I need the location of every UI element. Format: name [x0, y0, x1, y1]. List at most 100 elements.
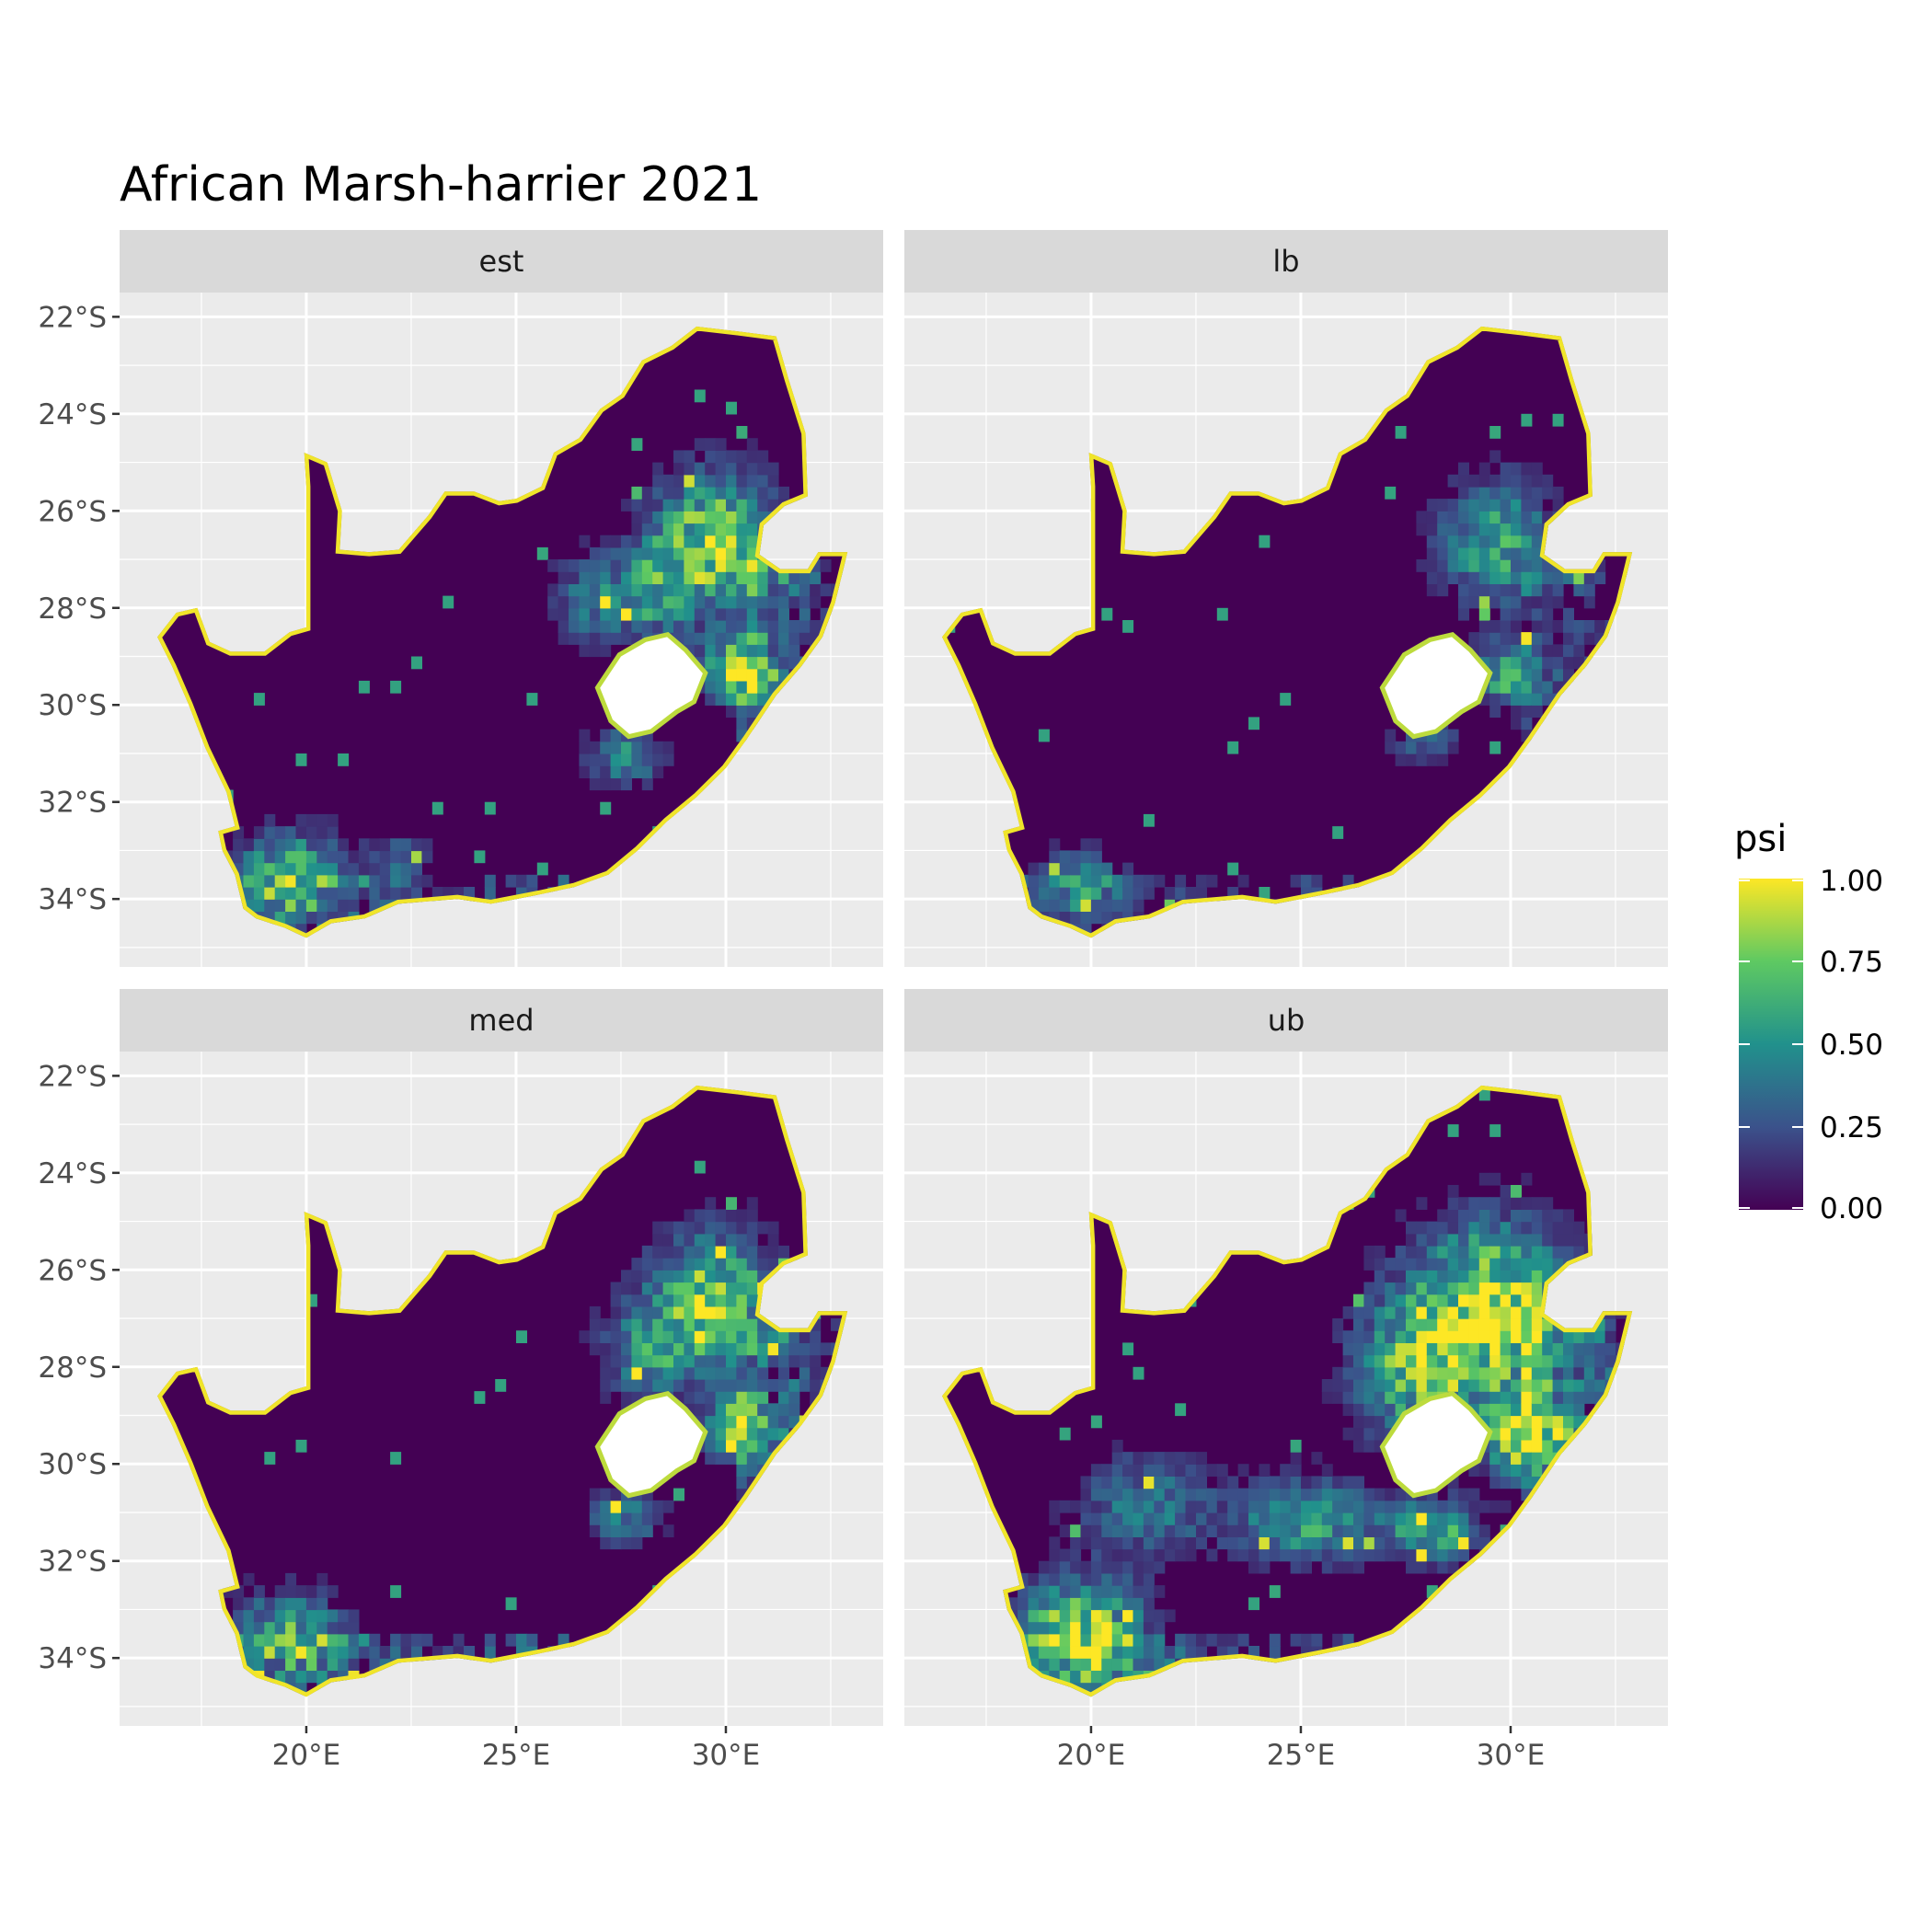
- y-tick-label: 24°S: [38, 1157, 107, 1190]
- raster-cell: [746, 511, 758, 524]
- raster-cell: [316, 1609, 328, 1623]
- raster-cell: [652, 1282, 664, 1295]
- raster-cell: [316, 850, 328, 864]
- raster-cell: [1385, 1524, 1397, 1537]
- raster-cell: [400, 874, 412, 888]
- raster-cell: [715, 1305, 727, 1319]
- raster-cell: [736, 546, 748, 560]
- raster-cell: [788, 644, 800, 658]
- lesotho-hole: [600, 1396, 703, 1493]
- raster-cell: [1531, 1209, 1543, 1223]
- raster-cell: [1478, 1354, 1490, 1368]
- raster-cell: [558, 632, 569, 645]
- raster-cell: [1237, 1524, 1249, 1537]
- raster-cell: [1511, 559, 1522, 572]
- raster-cell: [1573, 644, 1585, 658]
- raster-cell: [631, 1258, 643, 1271]
- raster-cell: [1227, 1500, 1239, 1513]
- raster-cell: [1542, 1391, 1554, 1404]
- raster-cell: [274, 911, 286, 925]
- raster-cell: [684, 583, 696, 597]
- raster-cell: [348, 1609, 360, 1623]
- raster-cell: [327, 838, 339, 852]
- raster-cell: [746, 450, 758, 464]
- raster-cell: [1185, 1536, 1197, 1550]
- raster-cell: [1542, 1258, 1554, 1271]
- raster-cell: [1406, 1560, 1417, 1574]
- raster-cell: [516, 1330, 527, 1343]
- raster-cell: [338, 899, 350, 912]
- raster-cell: [621, 1366, 632, 1380]
- raster-cell: [1426, 523, 1438, 536]
- raster-cell: [1542, 620, 1554, 633]
- raster-cell: [1385, 1391, 1397, 1404]
- raster-cell: [1175, 1536, 1187, 1550]
- raster-cell: [1489, 1258, 1501, 1271]
- raster-cell: [1426, 1282, 1438, 1295]
- raster-cell: [631, 765, 643, 778]
- raster-cell: [652, 1258, 664, 1271]
- raster-cell: [1206, 1464, 1218, 1477]
- raster-cell: [1353, 1524, 1364, 1537]
- raster-cell: [1521, 644, 1533, 658]
- raster-cell: [338, 887, 350, 900]
- raster-cell: [1175, 1512, 1187, 1525]
- raster-cell: [1028, 1621, 1040, 1635]
- raster-cell: [1489, 705, 1501, 718]
- raster-cell: [348, 1658, 360, 1671]
- raster-cell: [726, 632, 737, 645]
- raster-cell: [1206, 1500, 1218, 1513]
- raster-cell: [673, 1354, 684, 1368]
- raster-cell: [621, 1379, 632, 1392]
- raster-cell: [1500, 1415, 1512, 1429]
- raster-cell: [1143, 1585, 1155, 1598]
- raster-cell: [411, 862, 422, 876]
- raster-cell: [694, 499, 706, 512]
- raster-cell: [1038, 874, 1050, 888]
- raster-cell: [1070, 1548, 1082, 1562]
- raster-cell: [295, 1633, 307, 1647]
- raster-cell: [1311, 1512, 1323, 1525]
- raster-cell: [1552, 620, 1564, 633]
- raster-cell: [684, 1342, 696, 1356]
- raster-cell: [610, 1379, 622, 1392]
- raster-cell: [1196, 1500, 1207, 1513]
- y-tick-label: 32°S: [38, 787, 107, 820]
- raster-cell: [316, 1633, 328, 1647]
- raster-cell: [610, 1366, 622, 1380]
- raster-cell: [1489, 1354, 1501, 1368]
- raster-cell: [1111, 1548, 1123, 1562]
- raster-cell: [1353, 1305, 1364, 1319]
- raster-cell: [1395, 1318, 1407, 1331]
- raster-cell: [1511, 511, 1522, 524]
- raster-cell: [1552, 486, 1564, 500]
- raster-cell: [610, 620, 622, 633]
- raster-cell: [369, 1633, 381, 1647]
- raster-cell: [1542, 607, 1554, 621]
- raster-cell: [1353, 1560, 1364, 1574]
- raster-cell: [1437, 523, 1449, 536]
- raster-cell: [1154, 1512, 1166, 1525]
- raster-cell: [1175, 1464, 1187, 1477]
- raster-cell: [1332, 1500, 1344, 1513]
- raster-cell: [715, 1233, 727, 1247]
- raster-cell: [1290, 1548, 1302, 1562]
- raster-cell: [1511, 1452, 1522, 1465]
- raster-cell: [243, 1572, 255, 1586]
- raster-cell: [305, 813, 317, 827]
- raster-cell: [579, 559, 591, 572]
- raster-cell: [1248, 1597, 1259, 1611]
- raster-cell: [1521, 413, 1533, 427]
- raster-cell: [694, 1270, 706, 1283]
- raster-cell: [1090, 1646, 1102, 1659]
- raster-cell: [1416, 1536, 1428, 1550]
- raster-cell: [1458, 1524, 1469, 1537]
- raster-cell: [1416, 1270, 1428, 1283]
- raster-cell: [694, 474, 706, 488]
- lesotho-hole: [600, 637, 703, 734]
- raster-cell: [1489, 668, 1501, 682]
- raster-cell: [1594, 571, 1606, 584]
- raster-cell: [705, 450, 717, 464]
- raster-cell: [1206, 1512, 1218, 1525]
- legend-label: 0.00: [1820, 1192, 1883, 1225]
